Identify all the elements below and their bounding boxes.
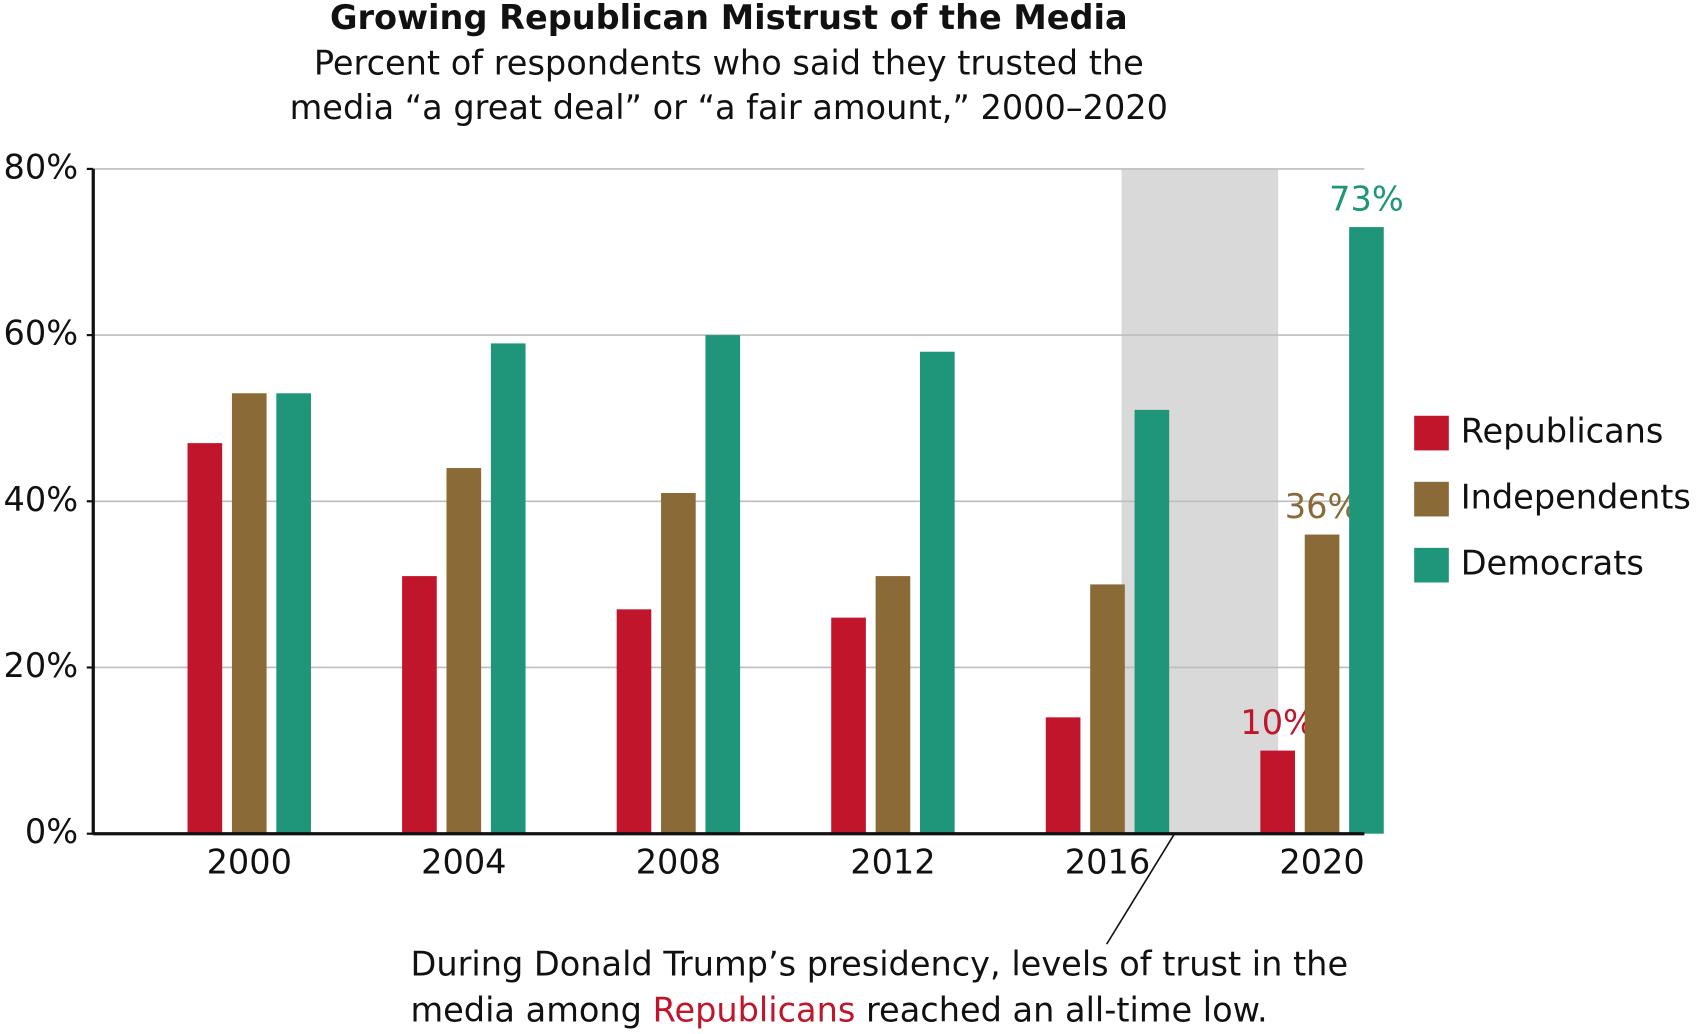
value-label: 36% <box>1285 487 1360 526</box>
bar <box>1045 717 1081 834</box>
chart-title: Growing Republican Mistrust of the Media <box>330 0 1128 37</box>
bar <box>705 335 741 834</box>
chart-subtitle: media “a great deal” or “a fair amount,”… <box>290 88 1168 127</box>
bar <box>490 343 526 834</box>
x-tick-label: 2016 <box>1065 843 1150 882</box>
y-tick-label: 80% <box>4 147 79 186</box>
annotation-text: media among <box>410 990 641 1029</box>
annotation: media among Republicans reached an all-t… <box>410 990 1267 1029</box>
bar <box>920 351 955 834</box>
x-tick-label: 2020 <box>1279 843 1364 882</box>
bar <box>1349 227 1384 834</box>
bar <box>446 468 482 834</box>
legend-label: Democrats <box>1461 544 1644 583</box>
y-tick-label: 20% <box>4 646 79 685</box>
value-label: 73% <box>1329 180 1404 219</box>
bar <box>1260 750 1295 834</box>
legend-swatch <box>1414 481 1449 517</box>
legend-swatch <box>1414 547 1449 583</box>
annotation-highlight: Republicans <box>653 990 856 1029</box>
bar <box>831 617 866 834</box>
bar <box>276 393 311 834</box>
y-tick-label: 40% <box>4 480 79 519</box>
x-tick-label: 2008 <box>636 843 721 882</box>
bar <box>1304 534 1340 834</box>
y-tick-label: 60% <box>4 314 79 353</box>
bar <box>1090 584 1125 834</box>
bar <box>231 393 267 834</box>
bar <box>1134 409 1170 834</box>
x-tick-label: 2000 <box>207 843 292 882</box>
legend-swatch <box>1414 415 1449 451</box>
bar <box>402 576 437 834</box>
chart-subtitle: Percent of respondents who said they tru… <box>314 43 1144 82</box>
bar <box>875 576 911 834</box>
bar <box>616 609 652 834</box>
annotation: During Donald Trump’s presidency, levels… <box>410 944 1348 983</box>
x-tick-label: 2004 <box>421 843 506 882</box>
annotation-text: reached an all-time low. <box>866 990 1268 1029</box>
legend-label: Republicans <box>1461 412 1664 451</box>
bar <box>187 443 223 834</box>
value-label: 10% <box>1240 703 1315 742</box>
bar <box>661 492 696 834</box>
y-tick-label: 0% <box>25 812 78 851</box>
legend-label: Independents <box>1461 478 1691 517</box>
x-tick-label: 2012 <box>850 843 935 882</box>
